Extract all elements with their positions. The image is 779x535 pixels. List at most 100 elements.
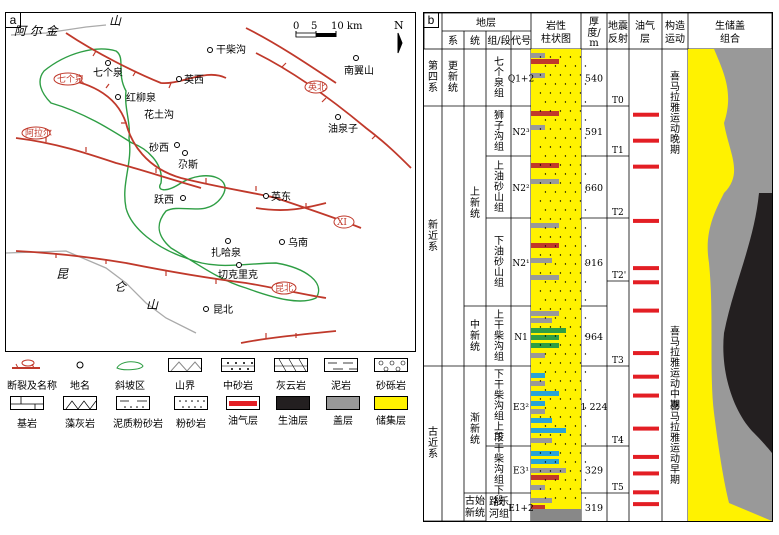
- litho-dot: [579, 146, 582, 148]
- litho-dot: [544, 137, 547, 139]
- svg-text:河组: 河组: [489, 507, 509, 520]
- svg-text:期: 期: [670, 144, 680, 156]
- litho-dot: [569, 362, 572, 364]
- hdr-combo: 生储盖: [715, 19, 745, 32]
- place-youquanzi: 油泉子: [328, 122, 358, 135]
- map-canvas: 0 5 10 km N 阿 尔 金 山 昆 仑 山 干柴沟 南翼山 七个泉 英西…: [6, 14, 412, 344]
- litho-dot: [549, 182, 552, 184]
- fault-name-labels: 七个泉 英北 阿拉尔 XI 昆北: [21, 72, 355, 295]
- fault-qigequan: 七个泉: [57, 73, 84, 85]
- series-paleocene: 古始: [465, 494, 485, 507]
- litho-dot: [574, 479, 577, 481]
- litho-dot: [584, 65, 587, 67]
- litho-dot: [539, 272, 542, 274]
- litho-dot: [569, 398, 572, 400]
- place-yuexi: 跃西: [154, 194, 174, 206]
- litho-dot: [569, 182, 572, 184]
- svg-text:第: 第: [428, 59, 438, 72]
- litho-dot: [574, 119, 577, 121]
- litho-dot: [579, 128, 582, 130]
- litho-strip: [531, 223, 559, 228]
- litho-dot: [564, 209, 567, 211]
- litho-dot: [539, 236, 542, 238]
- svg-text:统: 统: [470, 433, 480, 446]
- litho-dot: [559, 92, 562, 94]
- litho-dot: [584, 227, 587, 229]
- svg-text:沟: 沟: [494, 399, 504, 412]
- litho-strip: [531, 125, 545, 130]
- litho-dot: [549, 164, 552, 166]
- legend-medium-sand: 中砂岩: [218, 358, 258, 392]
- litho-strip: [531, 498, 552, 503]
- litho-dot: [564, 461, 567, 463]
- litho-strip: [531, 381, 545, 386]
- litho-dot: [574, 335, 577, 337]
- legend-muddy-silt: 泥质粉砂岩: [113, 396, 163, 430]
- svg-text:近: 近: [428, 436, 438, 449]
- litho-dot: [559, 236, 562, 238]
- litho-dot: [559, 470, 562, 472]
- litho-dot: [574, 191, 577, 193]
- legend-source: 生油层: [273, 396, 313, 427]
- litho-dot: [559, 344, 562, 346]
- litho-dot: [584, 353, 587, 355]
- litho-dot: [584, 191, 587, 193]
- litho-dot: [574, 227, 577, 229]
- litho-dot: [544, 335, 547, 337]
- litho-dot: [584, 119, 587, 121]
- litho-dot: [584, 137, 587, 139]
- litho-dot: [544, 83, 547, 85]
- litho-strip: [531, 311, 559, 316]
- litho-dot: [569, 488, 572, 490]
- litho-dot: [544, 209, 547, 211]
- litho-dot: [559, 362, 562, 364]
- litho-dot: [559, 146, 562, 148]
- litho-dot: [539, 56, 542, 58]
- litho-dot: [544, 353, 547, 355]
- litho-dot: [569, 146, 572, 148]
- litho-dot: [574, 209, 577, 211]
- litho-dot: [564, 137, 567, 139]
- litho-dot: [564, 443, 567, 445]
- series-oligocene: 渐新统: [470, 411, 480, 446]
- scale-10: 10 km: [331, 21, 363, 32]
- litho-dot: [579, 236, 582, 238]
- litho-dot: [579, 182, 582, 184]
- litho-strip: [531, 451, 559, 456]
- litho-dot: [539, 470, 542, 472]
- litho-dot: [544, 155, 547, 157]
- svg-text:中: 中: [470, 318, 480, 331]
- svg-text:下: 下: [494, 433, 504, 444]
- litho-dot: [549, 200, 552, 202]
- seismic-4: T3: [612, 356, 624, 366]
- fm-lulehe-thickness: 319: [585, 503, 603, 514]
- litho-dot: [584, 101, 587, 103]
- oil-layer-bar: [633, 112, 659, 117]
- svg-text:拉: 拉: [670, 90, 680, 103]
- svg-text:动: 动: [670, 378, 680, 390]
- region-lun: 仑: [114, 280, 128, 294]
- litho-dot: [539, 146, 542, 148]
- litho-dot: [549, 272, 552, 274]
- hdr-seismic: 地震: [608, 19, 628, 32]
- litho-dot: [544, 101, 547, 103]
- place-qigequan: 七个泉: [93, 66, 123, 79]
- litho-dot: [574, 497, 577, 499]
- svg-text:层: 层: [640, 33, 650, 45]
- litho-dot: [554, 101, 557, 103]
- litho-dot: [579, 308, 582, 310]
- litho-dot: [584, 245, 587, 247]
- litho-strip: [531, 428, 566, 433]
- legend-algal: 藻灰岩: [60, 396, 100, 430]
- svg-text:柴: 柴: [494, 452, 504, 465]
- svg-text:组: 组: [494, 140, 504, 153]
- svg-text:m: m: [589, 38, 599, 49]
- fm-upper-youshashan-thickness: 660: [585, 183, 603, 194]
- litho-dot: [549, 362, 552, 364]
- region-shan-top: 山: [109, 14, 122, 28]
- litho-strip: [531, 73, 545, 78]
